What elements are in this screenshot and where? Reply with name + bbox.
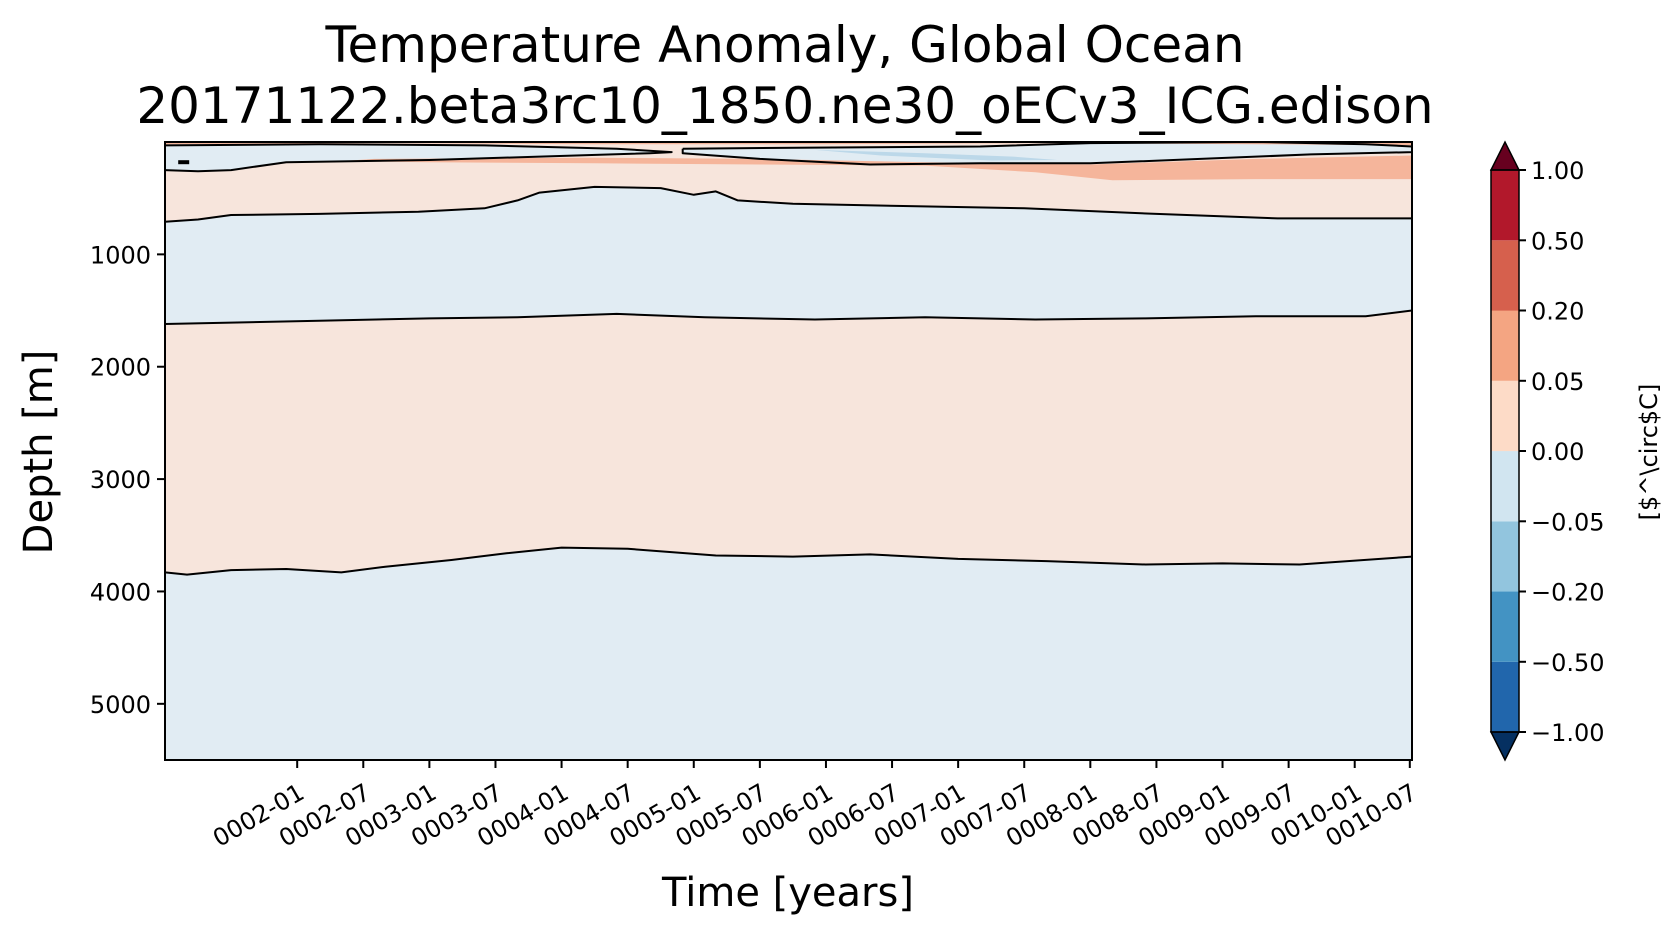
colorbar-bin: [1491, 240, 1519, 311]
colorbar: −1.00 −0.50 −0.20 −0.05 0.00 0.05 0.20 0.50 1.00: [1489, 140, 1605, 762]
contour-deep: [165, 546, 1412, 576]
colorbar-extend-high: [1489, 140, 1521, 171]
y-tick-label: 1000: [90, 241, 151, 269]
chart-subtitle: 20171122.beta3rc10_1850.ne30_oECv3_ICG.e…: [136, 77, 1433, 135]
region-surface-cool-left: [165, 144, 672, 172]
colorbar-tick-label: −0.50: [1531, 649, 1605, 677]
contour-mid-low: [165, 309, 1412, 325]
contour-lines: [165, 142, 1412, 576]
y-tick-label: 2000: [90, 354, 151, 382]
chart-title: Temperature Anomaly, Global Ocean: [324, 16, 1244, 74]
y-tick-label: 4000: [90, 578, 151, 606]
y-tick-label: 3000: [90, 466, 151, 494]
colorbar-bin: [1491, 661, 1519, 733]
contour-surface-left: [165, 143, 673, 173]
colorbar-bin: [1491, 170, 1519, 241]
region-subsurface-warm: [341, 155, 1412, 181]
colorbar-bin: [1491, 380, 1519, 452]
contour-surface-right: [681, 142, 1412, 166]
plot-area: [165, 142, 1412, 760]
contour-mid-high: [165, 185, 1412, 223]
colorbar-tick-label: −1.00: [1531, 719, 1605, 747]
colorbar-label: [$^\circ$C]: [1635, 384, 1663, 521]
y-axis: 1000 2000 3000 4000 5000: [90, 241, 165, 719]
colorbar-tick-label: −0.20: [1531, 579, 1605, 607]
colorbar-tick-label: 0.50: [1531, 227, 1584, 255]
anomaly-regions: [165, 142, 1412, 760]
y-tick-label: 5000: [90, 691, 151, 719]
region-deep-cool: [165, 547, 1412, 760]
region-surface-cooler: [814, 149, 1058, 161]
colorbar-bin: [1491, 451, 1519, 522]
colorbar-extend-low: [1489, 731, 1521, 762]
colorbar-bin: [1491, 591, 1519, 662]
colorbar-bin: [1491, 310, 1519, 381]
x-axis: 0002-010002-070003-010003-070004-010004-…: [208, 760, 1422, 853]
colorbar-tick-label: 0.05: [1531, 368, 1584, 396]
plot-frame: [164, 141, 1413, 761]
colorbar-tick-label: 0.20: [1531, 298, 1584, 326]
colorbar-tick-label: −0.05: [1531, 508, 1605, 536]
colorbar-tick-label: 1.00: [1531, 157, 1584, 185]
x-axis-label: Time [years]: [661, 870, 914, 916]
y-axis-label: Depth [m]: [16, 350, 62, 555]
region-mid-cool: [165, 186, 1412, 324]
colorbar-tick-label: 0.00: [1531, 438, 1584, 466]
colorbar-bin: [1491, 521, 1519, 592]
